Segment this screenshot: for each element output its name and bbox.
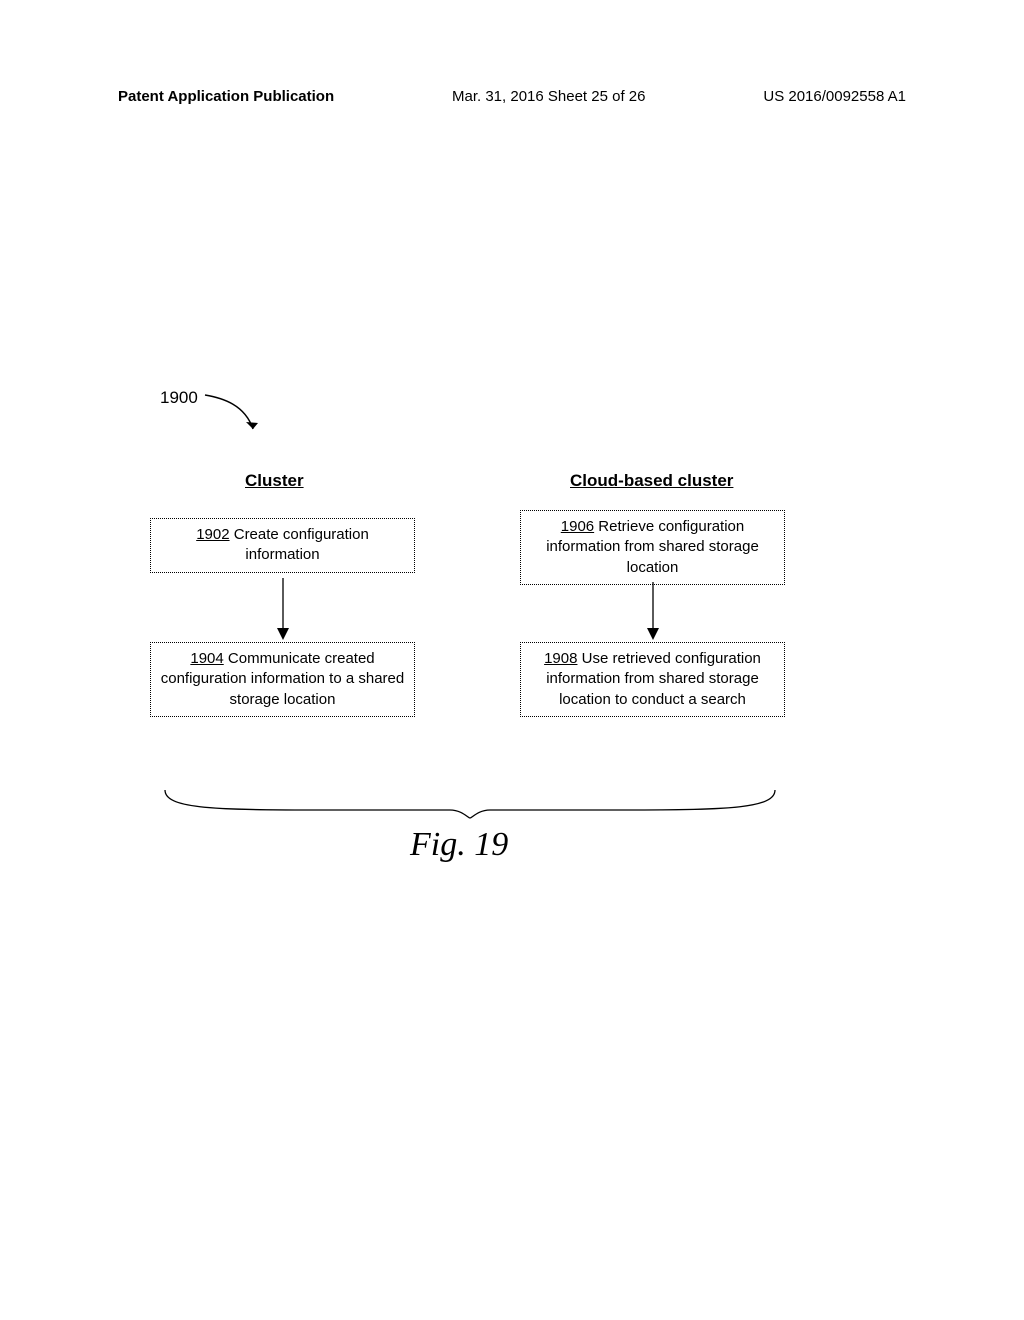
step-text: Use retrieved configuration information … <box>546 650 761 708</box>
figure-caption: Fig. 19 <box>410 826 508 864</box>
reference-arrow-icon <box>203 393 273 438</box>
header-date-sheet: Mar. 31, 2016 Sheet 25 of 26 <box>452 88 645 105</box>
box-1908: 1908 Use retrieved configuration informa… <box>520 642 785 717</box>
step-number: 1908 <box>544 650 577 667</box>
arrow-down-icon <box>646 582 660 642</box>
cloud-cluster-heading: Cloud-based cluster <box>570 471 733 491</box>
brace-icon <box>160 788 780 820</box>
header-publication-type: Patent Application Publication <box>118 88 334 105</box>
step-number: 1906 <box>561 518 594 535</box>
box-1902: 1902 Create configuration information <box>150 518 415 573</box>
arrow-down-icon <box>276 578 290 642</box>
box-1904: 1904 Communicate created configuration i… <box>150 642 415 717</box>
step-number: 1904 <box>190 650 223 667</box>
header-publication-number: US 2016/0092558 A1 <box>763 88 906 105</box>
box-1906: 1906 Retrieve configuration information … <box>520 510 785 585</box>
cluster-heading: Cluster <box>245 471 304 491</box>
step-text: Create configuration information <box>230 526 369 563</box>
step-number: 1902 <box>196 526 229 543</box>
page-header: Patent Application Publication Mar. 31, … <box>118 88 906 105</box>
reference-number: 1900 <box>160 388 198 408</box>
